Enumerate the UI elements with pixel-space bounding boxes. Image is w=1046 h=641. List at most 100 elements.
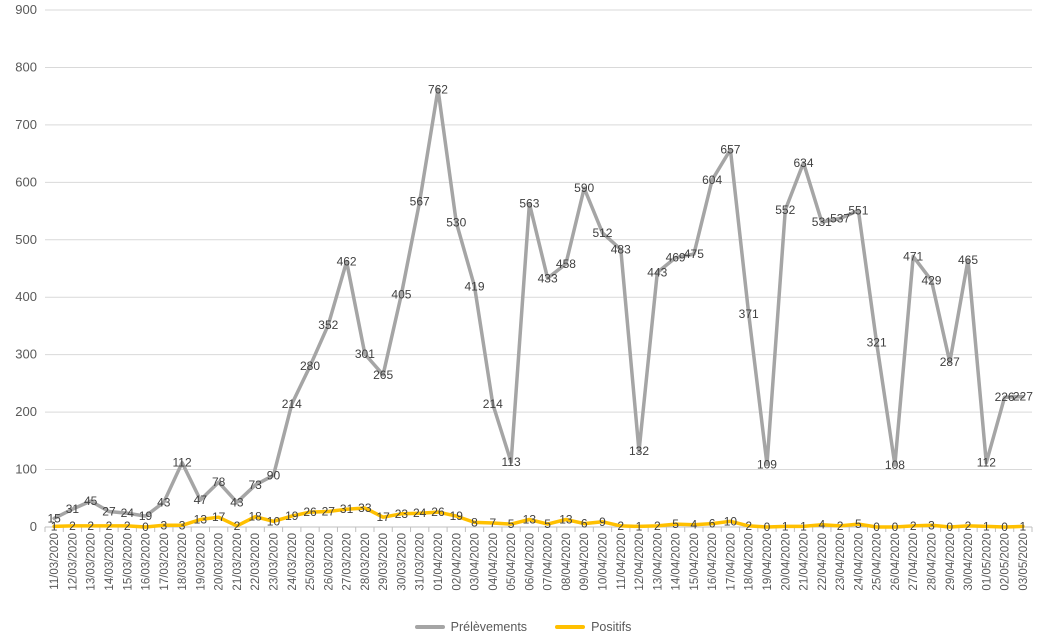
x-tick-label: 25/04/2020 — [872, 533, 884, 591]
x-tick-label: 23/04/2020 — [835, 533, 847, 591]
data-label: 287 — [940, 355, 960, 369]
data-label: 78 — [212, 475, 226, 489]
data-label: 604 — [702, 173, 722, 187]
data-label: 112 — [977, 456, 996, 470]
data-label: 214 — [483, 397, 503, 411]
data-label: 458 — [556, 257, 576, 271]
x-tick-label: 31/03/2020 — [415, 533, 427, 591]
data-label: 5 — [672, 517, 679, 531]
x-tick-label: 20/03/2020 — [214, 533, 226, 591]
data-label: 26 — [431, 505, 445, 519]
series-line-positifs — [52, 506, 1025, 529]
data-label: 352 — [318, 318, 338, 332]
data-label: 471 — [903, 249, 923, 263]
data-label: 3 — [160, 518, 167, 532]
x-tick-label: 03/05/2020 — [1018, 533, 1030, 591]
data-label: 47 — [194, 493, 208, 507]
data-label: 552 — [775, 203, 795, 217]
legend-swatch — [555, 625, 586, 629]
data-label: 2 — [745, 519, 752, 533]
y-tick-label: 800 — [15, 59, 37, 74]
data-label: 19 — [450, 509, 464, 523]
x-tick-label: 24/03/2020 — [287, 533, 299, 591]
x-axis: 11/03/2020 12/03/2020 13/03/2020 14/03/2020… — [44, 526, 1033, 591]
data-label: 1 — [800, 519, 807, 533]
y-tick-label: 100 — [15, 462, 37, 477]
data-label: 1 — [636, 519, 643, 533]
x-tick-label: 28/04/2020 — [926, 533, 938, 591]
data-label: 27 — [102, 504, 116, 518]
data-label: 43 — [157, 495, 171, 509]
data-label: 0 — [892, 520, 899, 534]
x-tick-label: 23/03/2020 — [268, 533, 280, 591]
data-label: 45 — [84, 494, 98, 508]
x-tick-label: 12/04/2020 — [634, 533, 646, 591]
data-label: 531 — [812, 215, 832, 229]
data-label: 15 — [47, 511, 61, 525]
y-tick-label: 200 — [15, 404, 37, 419]
x-tick-label: 17/04/2020 — [725, 533, 737, 591]
data-label: 5 — [544, 517, 551, 531]
y-axis: 0 100 200 300 400 500 600 700 800 900 — [15, 2, 37, 534]
x-tick-label: 09/04/2020 — [579, 533, 591, 591]
x-tick-label: 28/03/2020 — [360, 533, 372, 591]
x-tick-label: 01/05/2020 — [981, 533, 993, 591]
y-tick-label: 900 — [15, 2, 37, 17]
x-tick-label: 02/05/2020 — [1000, 533, 1012, 591]
data-label: 2 — [965, 519, 972, 533]
x-tick-label: 15/04/2020 — [689, 533, 701, 591]
data-label: 762 — [428, 82, 448, 96]
x-tick-label: 18/03/2020 — [177, 533, 189, 591]
y-tick-label: 300 — [15, 347, 37, 362]
data-label: 227 — [1013, 390, 1033, 404]
data-label: 6 — [581, 517, 588, 531]
data-label: 530 — [446, 216, 466, 230]
data-label: 13 — [559, 513, 573, 527]
data-label: 0 — [142, 520, 149, 534]
data-label: 512 — [592, 226, 612, 240]
x-tick-label: 24/04/2020 — [853, 533, 865, 591]
data-label: 429 — [921, 274, 941, 288]
data-label: 2 — [106, 519, 113, 533]
x-tick-label: 16/04/2020 — [707, 533, 719, 591]
data-label: 1 — [782, 519, 789, 533]
legend-label: Prélèvements — [450, 620, 528, 634]
x-tick-label: 26/04/2020 — [890, 533, 902, 591]
data-label: 443 — [647, 266, 667, 280]
x-tick-label: 29/03/2020 — [378, 533, 390, 591]
data-label: 2 — [910, 519, 917, 533]
legend-swatch — [414, 625, 445, 629]
x-tick-label: 02/04/2020 — [451, 533, 463, 591]
x-tick-label: 20/04/2020 — [780, 533, 792, 591]
data-label: 43 — [230, 495, 244, 509]
legend-item: Prélèvements — [414, 617, 528, 637]
data-label: 265 — [373, 368, 393, 382]
x-tick-label: 19/03/2020 — [195, 533, 207, 591]
y-tick-label: 700 — [15, 117, 37, 132]
data-label: 0 — [764, 520, 771, 534]
x-tick-label: 19/04/2020 — [762, 533, 774, 591]
data-label: 567 — [410, 194, 430, 208]
data-label: 13 — [194, 513, 208, 527]
x-tick-label: 13/04/2020 — [652, 533, 664, 591]
data-label: 634 — [794, 156, 814, 170]
data-label: 24 — [121, 506, 135, 520]
x-tick-label: 07/04/2020 — [543, 533, 555, 591]
x-tick-label: 11/04/2020 — [616, 533, 628, 590]
x-tick-label: 21/04/2020 — [799, 533, 811, 591]
data-label: 26 — [303, 505, 317, 519]
legend-label: Positifs — [591, 620, 632, 634]
data-label: 0 — [1001, 520, 1008, 534]
x-tick-label: 17/03/2020 — [159, 533, 171, 591]
data-label: 0 — [946, 520, 953, 534]
data-label: 551 — [848, 203, 868, 217]
x-tick-label: 03/04/2020 — [470, 533, 482, 591]
x-tick-label: 29/04/2020 — [945, 533, 957, 591]
data-label: 17 — [212, 510, 226, 524]
legend: Prélèvements Positifs — [0, 617, 1046, 637]
data-label: 419 — [465, 279, 485, 293]
data-label: 2 — [654, 519, 661, 533]
data-label: 301 — [355, 347, 375, 361]
x-tick-label: 16/03/2020 — [141, 533, 153, 591]
